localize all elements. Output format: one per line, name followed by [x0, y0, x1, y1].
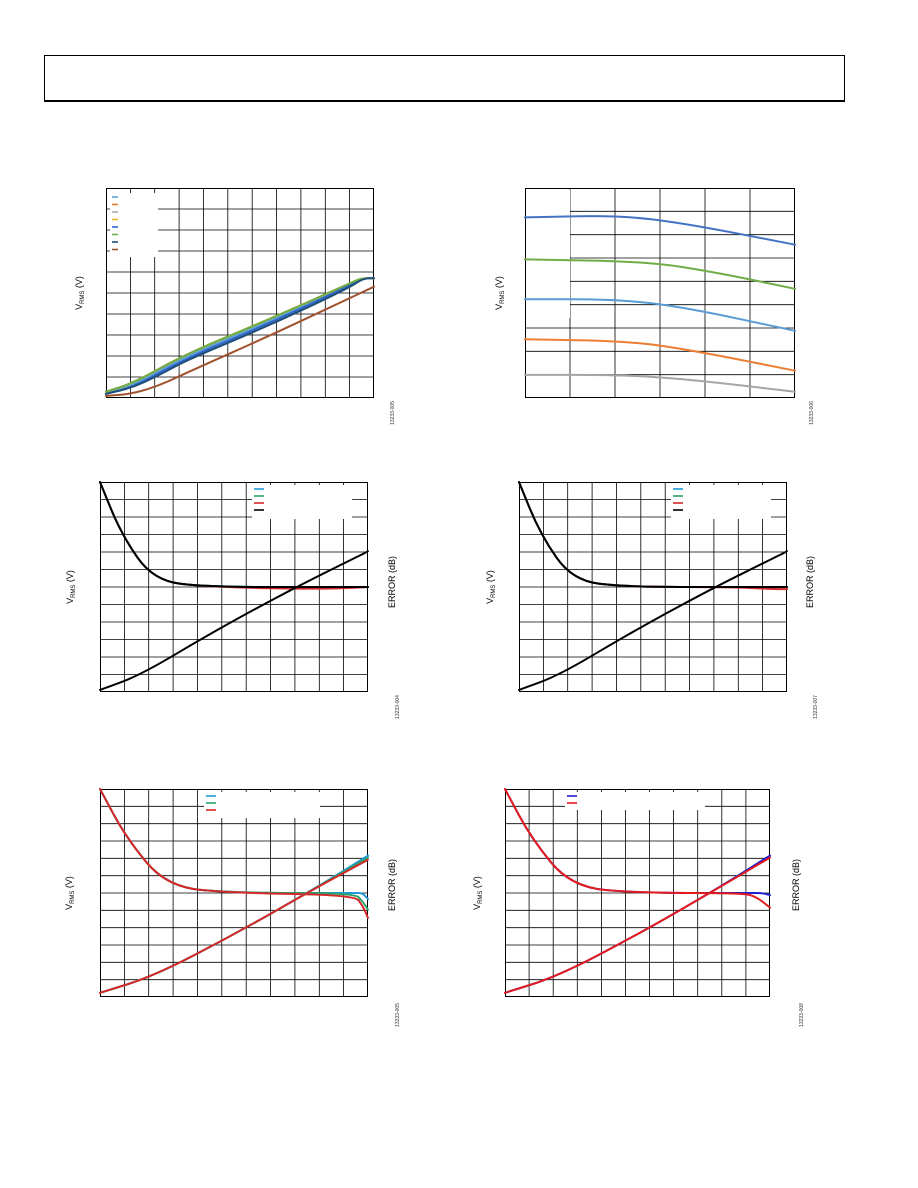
chart-3-figure-id: 13233-004: [395, 695, 401, 719]
chart-1-series-8: [105, 285, 375, 397]
chart-5-y2label: ERROR (dB): [387, 858, 397, 912]
chart-5-series-3: [99, 788, 369, 919]
chart-3-series-5: [99, 550, 369, 691]
legend-box: [565, 792, 705, 810]
chart-2: [524, 188, 797, 398]
chart-3-series-4: [99, 481, 369, 588]
chart-2-series-4: [524, 338, 797, 372]
chart-6-series-2: [504, 788, 771, 909]
chart-6-figure-id: 13233-008: [799, 1003, 805, 1027]
chart-3-ylabel: VRMS (V): [65, 570, 77, 604]
chart-5: [99, 788, 369, 997]
chart-1-series-7: [105, 277, 375, 395]
header-box: [44, 55, 845, 102]
chart-5-ylabel: VRMS (V): [64, 876, 76, 910]
chart-4-series-4: [518, 481, 788, 588]
chart-6-ylabel: VRMS (V): [472, 876, 484, 910]
chart-2-figure-id: 13233-006: [809, 401, 815, 425]
chart-2-series-1: [524, 215, 796, 246]
chart-6-series-4: [504, 856, 771, 994]
chart-2-series-5: [524, 373, 796, 393]
legend-box: [671, 485, 771, 519]
chart-1-ylabel: VRMS (V): [74, 276, 86, 310]
chart-6: [504, 788, 771, 997]
chart-4: [518, 481, 788, 692]
chart-3: [99, 481, 369, 692]
chart-4-figure-id: 13233-007: [813, 695, 819, 719]
chart-2-ylabel: VRMS (V): [494, 276, 506, 310]
chart-4-y2label: ERROR (dB): [805, 555, 815, 609]
chart-5-series-6: [99, 858, 369, 994]
chart-5-figure-id: 13233-005: [395, 1003, 401, 1027]
legend-box: [252, 485, 352, 519]
chart-2-series-2: [524, 258, 796, 290]
chart-3-y2label: ERROR (dB): [387, 555, 397, 609]
legend-box: [526, 190, 570, 318]
chart-1-figure-id: 13233-005: [390, 401, 396, 425]
legend-box: [110, 193, 158, 257]
chart-6-y2label: ERROR (dB): [791, 858, 801, 912]
chart-4-series-5: [518, 550, 788, 691]
chart-2-series-3: [524, 298, 796, 332]
chart-1: [105, 188, 375, 398]
legend-box: [204, 792, 320, 818]
chart-4-ylabel: VRMS (V): [485, 570, 497, 604]
